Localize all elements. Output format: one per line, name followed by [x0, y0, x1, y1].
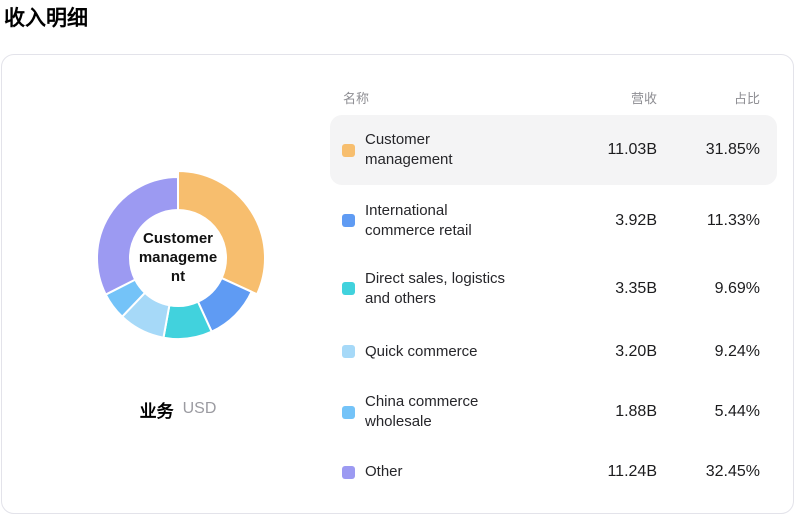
cell-name: Direct sales, logistics and others [365, 269, 557, 309]
cell-revenue: 3.20B [615, 342, 657, 360]
unit-label: USD [182, 400, 217, 417]
name-line: Direct sales, logistics [365, 269, 506, 287]
legend-swatch-direct-sales-logistics-and-others [342, 282, 355, 295]
cell-name: Customer management [365, 130, 557, 170]
cell-share: 9.69% [714, 279, 760, 297]
col-header-name: 名称 [343, 90, 370, 106]
legend-swatch-china-commerce-wholesale [342, 405, 355, 419]
table-row-quick-commerce[interactable]: Quick commerce 3.20B 9.24% [330, 321, 777, 382]
cell-name: Other [365, 462, 557, 482]
name-line: Quick commerce [365, 342, 478, 360]
cell-revenue: 11.24B [607, 463, 657, 480]
revenue-breakdown-card: Customer manageme nt 业务 USD 名称 营收 占比 Custo… [1, 54, 794, 514]
cell-name: International commerce retail [365, 201, 557, 241]
chart-axis-label: 业务 USD [53, 396, 303, 422]
table-row-other[interactable]: Other 11.24B 32.45% [330, 442, 777, 502]
legend-swatch-international-commerce-retail [342, 214, 355, 227]
name-line: management [365, 151, 453, 168]
name-line: Customer [365, 131, 431, 148]
name-line: International [365, 201, 448, 219]
table-row-international-commerce-retail[interactable]: International commerce retail 3.92B 11.33% [330, 185, 777, 256]
cell-share: 11.33% [706, 211, 760, 229]
donut-slice-customer-management[interactable] [177, 170, 267, 296]
donut-chart [96, 170, 267, 341]
legend-swatch-customer-management [342, 143, 355, 157]
name-line: China commerce [365, 393, 479, 410]
cell-share: 32.45% [705, 463, 760, 480]
donut-slice-other[interactable] [96, 176, 179, 296]
cell-revenue: 3.92B [615, 211, 657, 229]
legend-swatch-other [342, 465, 355, 479]
cell-revenue: 1.88B [615, 403, 657, 420]
table-header-row: 名称 营收 占比 [330, 88, 777, 106]
cell-share: 31.85% [705, 141, 760, 158]
cell-name: Quick commerce [365, 342, 557, 362]
cell-share: 5.44% [714, 403, 760, 420]
table-body: Customer management 11.03B 31.85% Internatio… [330, 115, 777, 502]
table-row-direct-sales-logistics-and-others[interactable]: Direct sales, logistics and others 3.35B 9.… [330, 256, 777, 321]
name-line: Other [365, 463, 403, 480]
cell-revenue: 3.35B [615, 279, 657, 297]
donut-chart-pane: Customer manageme nt 业务 USD [2, 55, 327, 513]
cell-name: China commerce wholesale [365, 392, 557, 432]
table-row-customer-management[interactable]: Customer management 11.03B 31.85% [330, 115, 777, 185]
cell-share: 9.24% [714, 342, 760, 360]
name-line: wholesale [365, 413, 432, 430]
col-header-revenue: 营收 [630, 90, 657, 106]
name-line: and others [365, 289, 436, 307]
cell-revenue: 11.03B [607, 141, 657, 158]
page-title: 收入明细 [4, 7, 88, 30]
legend-swatch-quick-commerce [342, 345, 355, 358]
col-header-share: 占比 [733, 90, 760, 106]
breakdown-table: 名称 营收 占比 Customer management 11.03B 31.85% I… [330, 55, 777, 502]
name-line: commerce retail [365, 221, 472, 239]
dimension-label: 业务 [139, 401, 174, 421]
table-row-china-commerce-wholesale[interactable]: China commerce wholesale 1.88B 5.44% [330, 382, 777, 442]
